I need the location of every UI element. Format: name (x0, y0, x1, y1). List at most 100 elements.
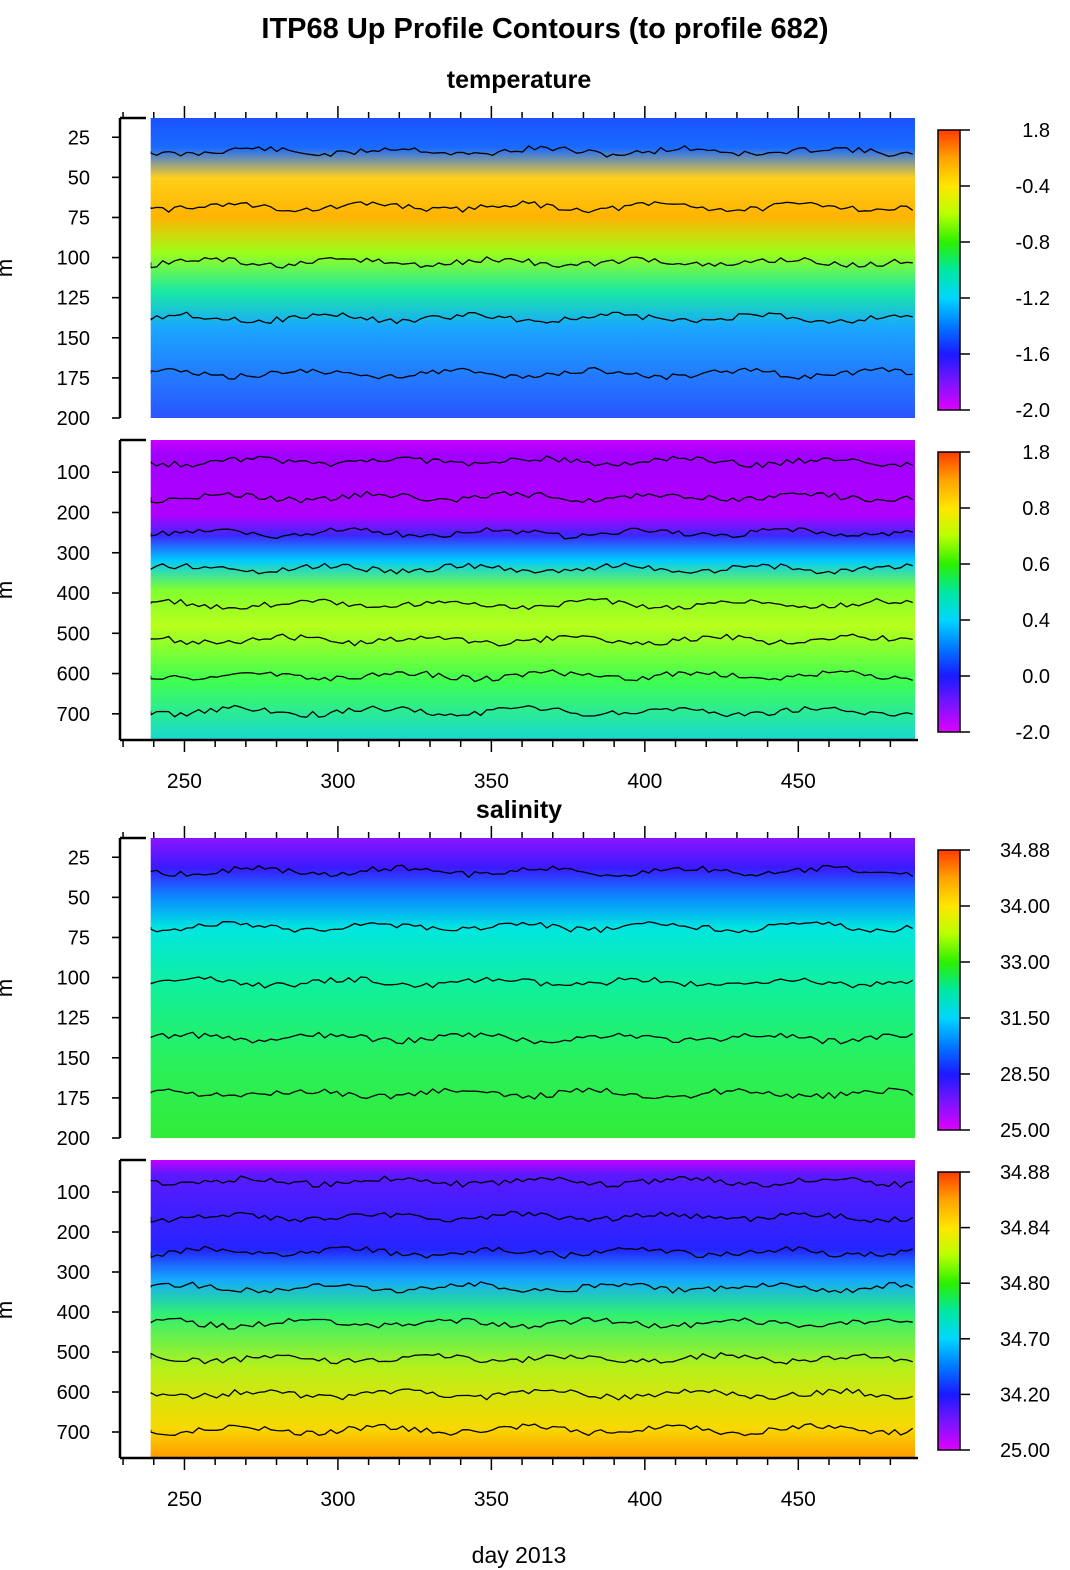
heatmap-field (150, 1160, 915, 1458)
colorbar (937, 451, 961, 733)
colorbar-tick-label: 34.88 (1000, 840, 1050, 862)
y-tick-label: 200 (57, 1128, 90, 1150)
colorbar-tick-label: 1.8 (1022, 120, 1050, 142)
x-tick-label: 350 (474, 770, 509, 793)
colorbar-tick-label: 0.0 (1022, 666, 1050, 688)
x-axis-temperature: 250 300 350 400 450 (120, 738, 918, 793)
y-tick-label: 500 (57, 1342, 90, 1364)
colorbar-tick-label: -0.8 (1016, 232, 1050, 254)
x-axis-label: day 2013 (472, 1542, 567, 1568)
contour-line (150, 145, 913, 158)
y-label-sal-lower: m (0, 1301, 17, 1319)
colorbar-tick-label: 34.84 (1000, 1218, 1050, 1240)
colorbar-tick-label: -2.0 (1016, 400, 1050, 422)
colorbar-tick-label: 0.4 (1022, 610, 1050, 632)
contour-line (150, 1281, 913, 1294)
y-tick-label: 75 (68, 927, 90, 949)
contour-lines (150, 145, 914, 381)
y-tick-label: 75 (68, 207, 90, 229)
x-axis-salinity: 250 300 350 400 450 (120, 1456, 918, 1511)
contour-line (150, 1087, 914, 1100)
contour-lines (150, 864, 914, 1100)
colorbar-tick-label: 1.8 (1022, 442, 1050, 464)
y-tick-label: 600 (57, 664, 90, 686)
y-tick-label: 100 (57, 968, 90, 990)
x-tick-label: 400 (627, 770, 662, 793)
y-tick-label: 400 (57, 1302, 90, 1324)
y-label-temp-lower: m (0, 581, 17, 599)
x-tick-label: 250 (167, 770, 202, 793)
contour-line (150, 633, 913, 647)
colorbar-tick-label: 34.88 (1000, 1162, 1050, 1184)
colorbar-tick-label: -2.0 (1016, 722, 1050, 744)
y-tick-label: 400 (57, 583, 90, 605)
y-label-sal-upper: m (0, 979, 17, 997)
x-tick-label: 450 (781, 1488, 816, 1511)
contour-line (150, 200, 914, 214)
x-tick-label: 300 (320, 1488, 355, 1511)
colorbar-tick-label: -1.2 (1016, 288, 1050, 310)
x-tick-label: 300 (320, 770, 355, 793)
colorbar-tick-label: 28.50 (1000, 1064, 1050, 1086)
contour-line (150, 366, 913, 381)
panel-salinity-lower: 100 200 300 400 500 600 700 34.88 34.84 34.80 34.7… (57, 1158, 1050, 1462)
x-tick-label: 400 (627, 1488, 662, 1511)
section-title-salinity: salinity (476, 796, 562, 824)
colorbar-tick-label: 25.00 (1000, 1120, 1050, 1142)
heatmap-field (150, 118, 915, 418)
contour-line (150, 1210, 914, 1224)
y-tick-label: 25 (68, 127, 90, 149)
panel-temperature-lower: 100 200 300 400 500 600 700 1.8 0.8 0.6 0.4 0.0 -2.0 (57, 438, 1050, 744)
y-tick-label: 700 (57, 704, 90, 726)
contour-line (150, 455, 913, 469)
colorbar (937, 849, 961, 1131)
colorbar-tick-label: 31.50 (1000, 1008, 1050, 1030)
contour-line (150, 864, 914, 879)
colorbar-tick-label: 34.20 (1000, 1384, 1050, 1406)
y-tick-label: 50 (68, 887, 90, 909)
y-tick-label: 200 (57, 408, 90, 430)
colorbar-tick-label: 34.00 (1000, 896, 1050, 918)
colorbar-tick-label: 34.70 (1000, 1329, 1050, 1351)
contour-line (150, 1352, 913, 1365)
panel-temperature-upper: 25 50 75 100 125 150 175 200 1.8 -0.4 -0.8 -1.2 -1.6… (57, 106, 1050, 430)
y-tick-label: 125 (57, 1008, 90, 1030)
y-tick-label: 500 (57, 623, 90, 645)
colorbar-tick-label: 0.8 (1022, 498, 1050, 520)
contour-line (150, 256, 913, 269)
y-tick-label: 300 (57, 543, 90, 565)
y-tick-label: 200 (57, 502, 90, 524)
contour-line (150, 562, 913, 575)
contour-line (150, 704, 913, 718)
y-tick-label: 600 (57, 1382, 90, 1404)
contour-line (150, 597, 913, 611)
y-tick-label: 700 (57, 1422, 90, 1444)
contour-line (150, 1175, 913, 1189)
x-tick-label: 250 (167, 1488, 202, 1511)
colorbar-tick-label: -0.4 (1016, 176, 1050, 198)
contour-line (150, 1245, 913, 1259)
y-tick-label: 200 (57, 1222, 90, 1244)
contour-lines (150, 1175, 914, 1437)
y-tick-label: 25 (68, 847, 90, 869)
colorbar (937, 129, 961, 411)
y-tick-label: 100 (57, 1182, 90, 1204)
contour-line (150, 976, 914, 989)
colorbar (937, 1171, 961, 1451)
y-tick-label: 300 (57, 1262, 90, 1284)
contour-line (150, 669, 913, 683)
contour-line (150, 920, 913, 934)
colorbar-tick-label: 33.00 (1000, 952, 1050, 974)
contour-line (150, 1423, 914, 1437)
colorbar-tick-label: -1.6 (1016, 344, 1050, 366)
x-tick-label: 450 (781, 770, 816, 793)
contour-line (150, 526, 913, 540)
section-title-temperature: temperature (447, 66, 592, 94)
colorbar-tick-label: 0.6 (1022, 554, 1050, 576)
contour-lines (150, 455, 914, 718)
y-tick-label: 125 (57, 288, 90, 310)
y-tick-label: 100 (57, 462, 90, 484)
y-tick-label: 100 (57, 248, 90, 270)
panel-salinity-upper: 25 50 75 100 125 150 175 200 34.88 34.00 33.00 31.5… (57, 826, 1050, 1150)
